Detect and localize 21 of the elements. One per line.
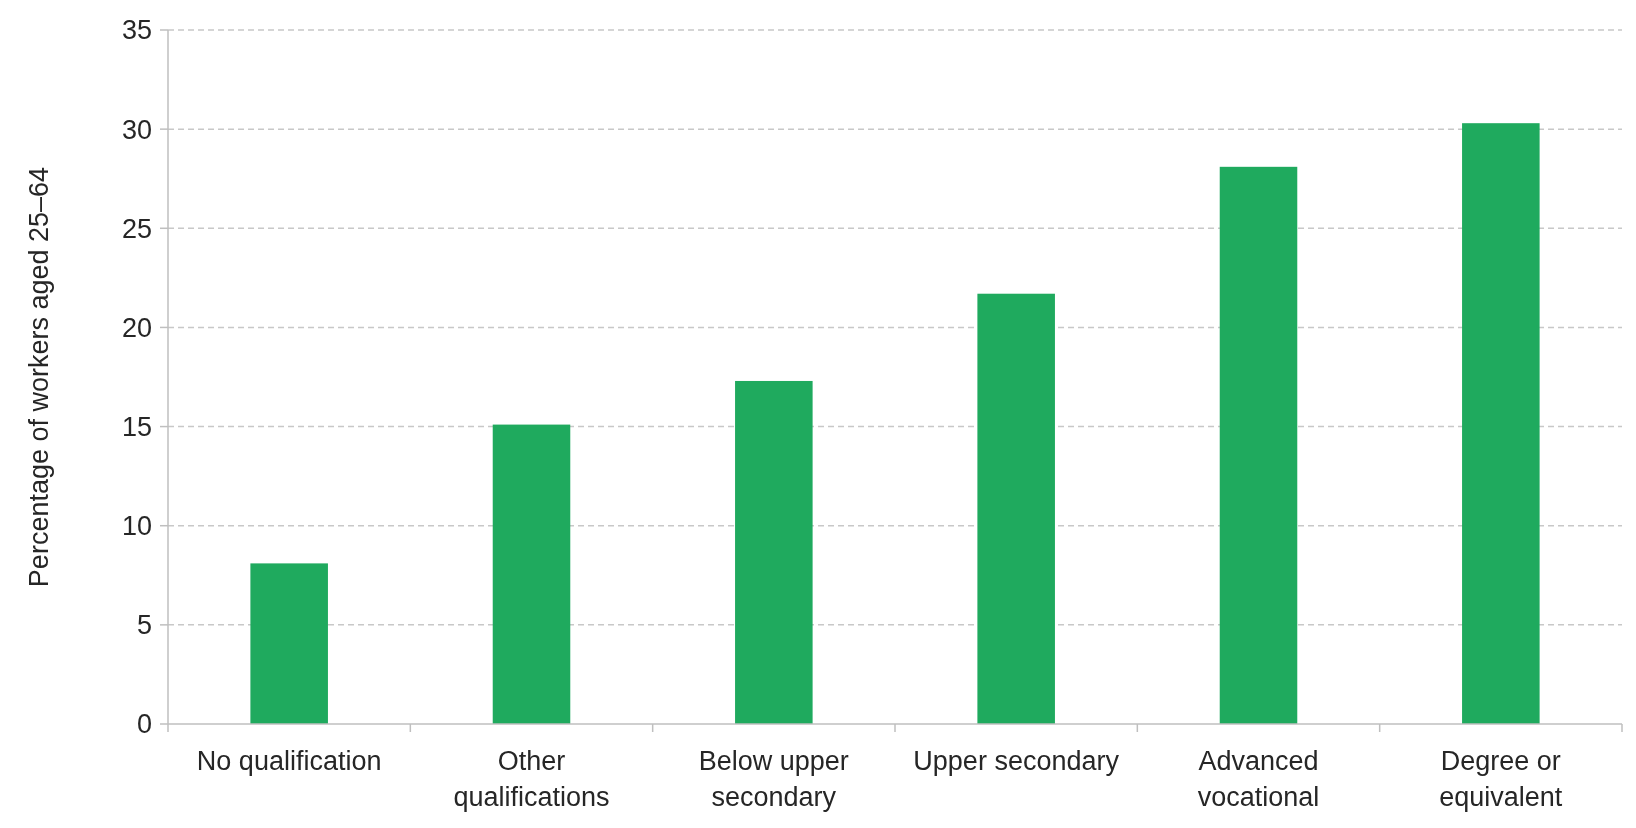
- x-tick-label: Upper secondary: [913, 746, 1120, 776]
- y-axis-title: Percentage of workers aged 25–64: [24, 166, 54, 588]
- x-tick-label: Other qualifications: [453, 746, 610, 812]
- y-tick-label: 30: [121, 114, 152, 145]
- y-tick-label: 5: [136, 610, 152, 641]
- x-tick-label: Advanced vocational: [1197, 746, 1320, 812]
- bar: [492, 424, 571, 724]
- y-tick-label: 35: [121, 15, 152, 46]
- y-tick-label: 0: [136, 709, 152, 740]
- bar: [735, 380, 813, 724]
- x-tick-label: No qualification: [196, 746, 382, 776]
- bar: [1219, 166, 1298, 724]
- y-tick-label: 15: [121, 412, 152, 443]
- bar: [1462, 123, 1540, 724]
- y-tick-label: 25: [121, 213, 152, 244]
- bar: [977, 293, 1055, 724]
- y-tick-label: 10: [121, 511, 152, 542]
- x-tick-label: Below upper secondary: [698, 746, 849, 812]
- x-tick-label: Degree or equivalent: [1439, 746, 1563, 812]
- y-tick-label: 20: [121, 312, 152, 343]
- bar: [250, 563, 328, 724]
